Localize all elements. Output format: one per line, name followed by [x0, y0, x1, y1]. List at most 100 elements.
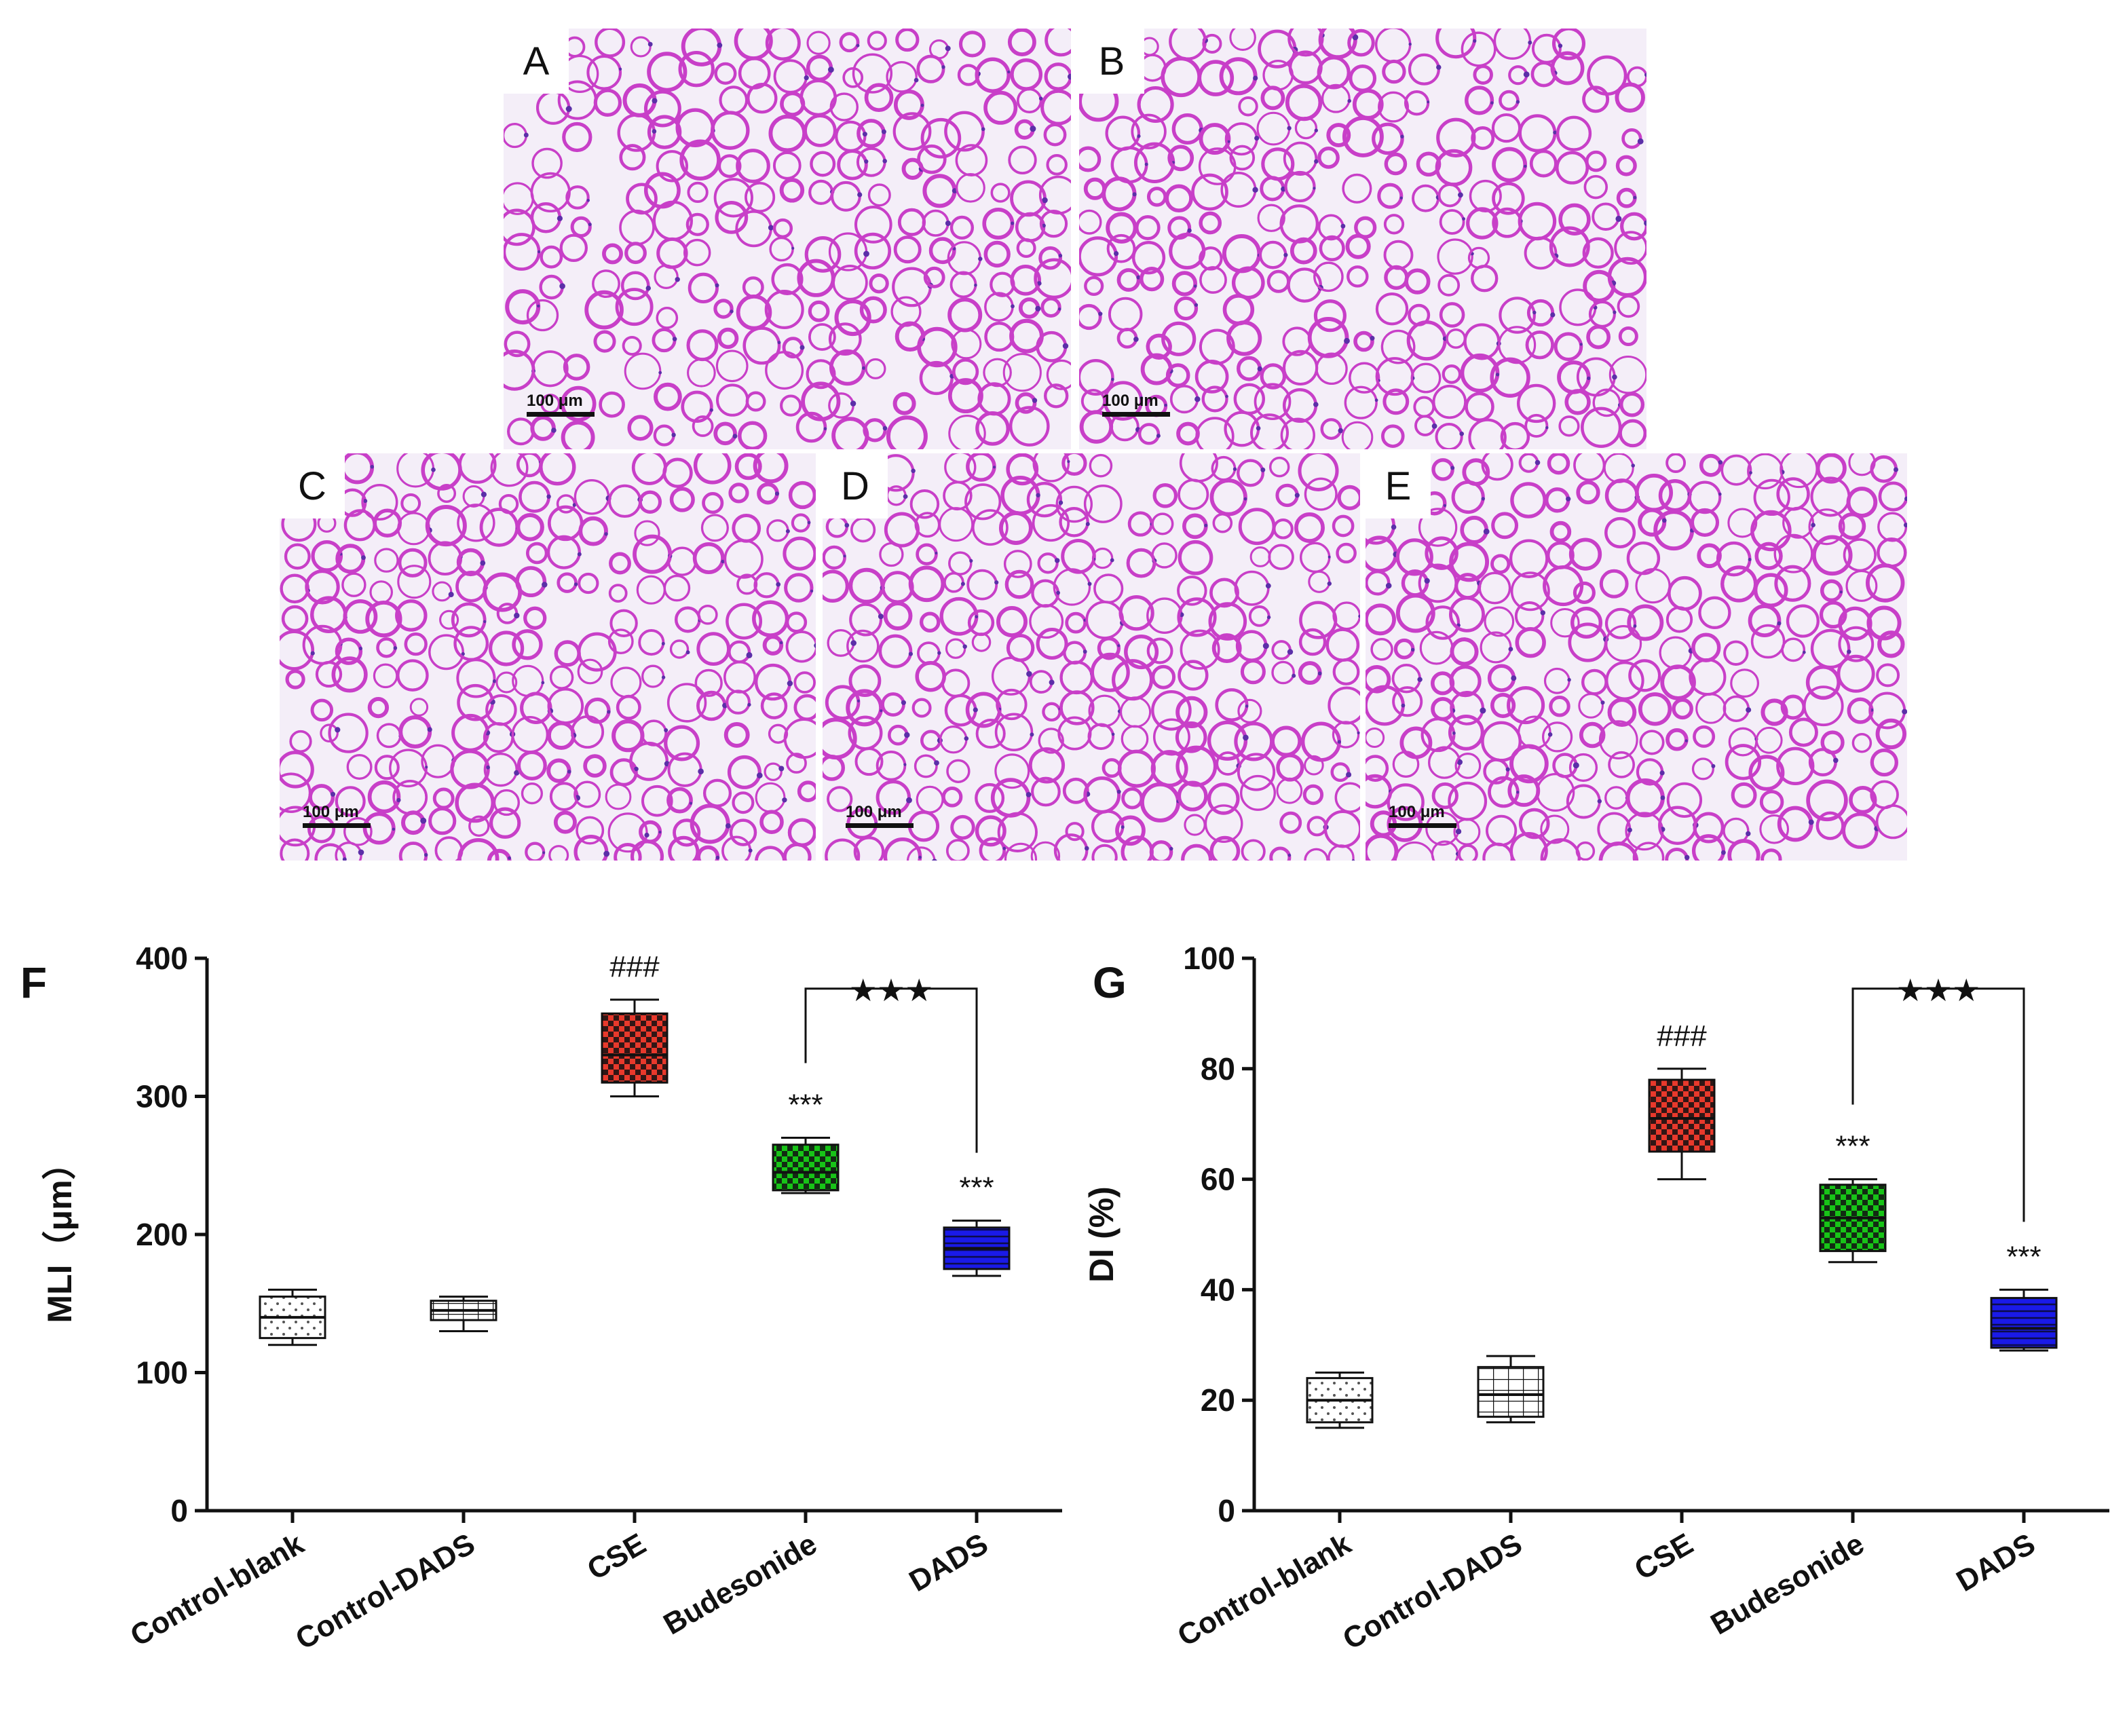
alveolus [577, 658, 603, 685]
alveolus [975, 411, 1010, 446]
nucleus [730, 309, 734, 314]
nucleus [1904, 523, 1907, 528]
alveolus [1542, 721, 1573, 753]
nucleus [776, 582, 781, 587]
alveolus [1420, 717, 1456, 753]
nucleus [1777, 621, 1782, 626]
nucleus [908, 652, 913, 656]
nucleus [342, 857, 347, 861]
nucleus [335, 727, 341, 733]
alveolus [1788, 717, 1818, 747]
nucleus [981, 127, 985, 132]
nucleus [1087, 582, 1092, 586]
alveolus [1698, 596, 1731, 629]
nucleus [1225, 394, 1228, 398]
alveolus [994, 753, 1030, 789]
alveolus [1660, 664, 1696, 700]
nucleus [481, 491, 487, 497]
nucleus [717, 42, 723, 48]
alveolus [1849, 786, 1877, 814]
nucleus [541, 681, 545, 685]
alveolus [1061, 453, 1087, 476]
nucleus [715, 283, 719, 288]
alveolus [834, 299, 871, 337]
alveolus [1211, 633, 1242, 664]
nucleus [1338, 428, 1344, 434]
nucleus [1532, 310, 1537, 315]
nucleus [1391, 524, 1397, 530]
alveolus [1034, 258, 1071, 299]
alveolus [578, 516, 608, 546]
nucleus [1459, 431, 1464, 436]
alveolus [328, 713, 369, 753]
alveolus [1875, 804, 1907, 839]
alveolus [1079, 303, 1102, 331]
alveolus [713, 299, 734, 319]
alveolus [1529, 149, 1558, 178]
alveolus [1568, 537, 1602, 571]
alveolus [1815, 453, 1847, 484]
alveolus [1748, 755, 1785, 791]
alveolus [734, 453, 762, 480]
alveolus [1029, 604, 1064, 639]
alveolus [395, 599, 428, 632]
nucleus [1662, 518, 1667, 523]
alveolus [944, 111, 985, 152]
box-control-blank [1306, 1372, 1374, 1429]
nucleus [1567, 678, 1571, 682]
alveolus [1688, 480, 1722, 514]
x-tick-label: Control-DADS [1337, 1527, 1528, 1656]
y-tick-label: 40 [1201, 1272, 1235, 1307]
alveolus [685, 212, 709, 236]
alveolus [994, 713, 1034, 752]
alveolus [1627, 604, 1664, 641]
nucleus [807, 521, 811, 525]
alveolus [878, 634, 913, 668]
alveolus [1665, 453, 1687, 473]
alveolus [1478, 571, 1511, 605]
alveolus [1053, 568, 1091, 606]
y-tick-label: 20 [1201, 1382, 1235, 1418]
alveolus [1055, 485, 1093, 523]
nucleus [358, 646, 362, 651]
alveolus [1540, 814, 1570, 844]
nucleus [1746, 831, 1751, 837]
alveolus [1175, 745, 1218, 787]
nucleus [1443, 504, 1446, 507]
alveolus [1202, 33, 1222, 54]
nucleus [565, 106, 572, 112]
alveolus [1786, 604, 1820, 638]
nucleus [514, 770, 520, 776]
panel-label: F [20, 958, 47, 1007]
alveolus [1727, 839, 1761, 861]
alveolus [1178, 660, 1209, 691]
nucleus [918, 855, 922, 859]
nucleus [1495, 373, 1500, 377]
alveolus [1759, 814, 1790, 844]
alveolus [715, 350, 749, 383]
nucleus [941, 65, 945, 69]
alveolus [1776, 747, 1815, 785]
alveolus [1087, 723, 1115, 751]
alveolus [1870, 748, 1898, 777]
alveolus [892, 392, 916, 415]
nucleus [1450, 466, 1455, 470]
nucleus [1111, 732, 1115, 736]
alveolus [668, 835, 700, 861]
alveolus [1806, 779, 1848, 822]
alveolus [975, 57, 1011, 93]
alveolus [854, 206, 892, 244]
alveolus [1083, 484, 1123, 523]
comparison-bracket [804, 987, 978, 1153]
alveolus [759, 810, 784, 835]
alveolus [1615, 82, 1645, 113]
alveolus [1693, 812, 1725, 844]
y-axis-label: MLI（μm） [41, 1146, 79, 1323]
alveolus [1208, 602, 1247, 641]
alveolus [549, 665, 574, 690]
alveolus [1199, 266, 1227, 294]
alveolus [428, 634, 464, 671]
alveolus [523, 606, 547, 630]
nucleus [652, 129, 657, 134]
alveolus [614, 843, 642, 861]
